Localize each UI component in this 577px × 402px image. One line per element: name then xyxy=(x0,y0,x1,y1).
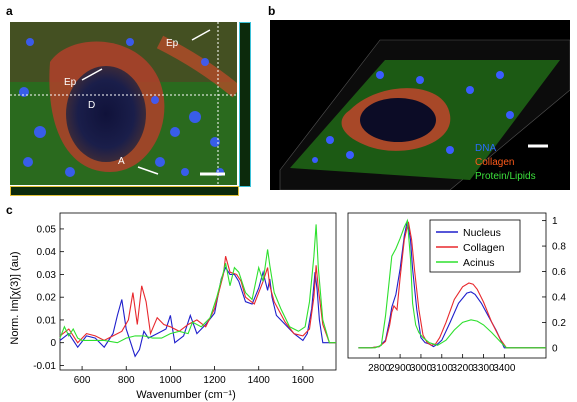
x-tick-label-right-4: 3200 xyxy=(452,363,475,374)
microscopy-image-a: Ep Ep D A xyxy=(10,22,237,185)
y-tick-label-left-4: 0.03 xyxy=(37,270,57,281)
legend-label-collagen: Collagen xyxy=(463,242,505,254)
tissue-illustration-a: Ep Ep D A xyxy=(10,22,237,185)
y-tick-label-right-3: 0.6 xyxy=(552,267,566,278)
plot-frame-left xyxy=(59,212,337,371)
x-tick-label-left-3: 1200 xyxy=(203,375,226,386)
y-tick-label-left-2: 0.01 xyxy=(37,315,57,326)
y-tick-label-left-0: -0.01 xyxy=(33,361,56,372)
legend-box xyxy=(429,219,521,273)
x-tick-label-left-2: 1000 xyxy=(159,375,182,386)
series-line-left-acinus xyxy=(59,224,336,344)
y-tick-label-right-1: 0.2 xyxy=(552,318,566,329)
legend-label-acinus: Acinus xyxy=(463,257,495,269)
x-tick-label-left-0: 600 xyxy=(74,375,91,386)
legend-label-nucleus: Nucleus xyxy=(463,227,501,239)
x-tick-label-right-0: 2800 xyxy=(368,363,391,374)
y-tick-label-left-6: 0.05 xyxy=(37,224,57,235)
y-axis-label: Norm. Im[χ(3)] (au) xyxy=(9,251,21,344)
series-line-right-acinus xyxy=(358,218,546,349)
annotation-ep-2: Ep xyxy=(64,77,77,88)
x-tick-label-left-1: 800 xyxy=(118,375,135,386)
x-tick-label-right-1: 2900 xyxy=(389,363,412,374)
y-tick-label-right-2: 0.4 xyxy=(552,292,566,303)
side-profile-horizontal xyxy=(10,186,239,196)
y-tick-label-left-5: 0.04 xyxy=(37,247,57,258)
legend-b-dna: DNA xyxy=(475,143,497,154)
x-tick-label-right-2: 3000 xyxy=(410,363,433,374)
panel-label-a: a xyxy=(6,4,13,18)
y-tick-label-left-1: 0 xyxy=(50,338,56,349)
y-tick-label-right-0: 0 xyxy=(552,343,558,354)
volume-rendering-b: DNA Collagen Protein/Lipids xyxy=(270,20,570,190)
y-tick-label-right-4: 0.8 xyxy=(552,242,566,253)
x-tick-label-right-5: 3300 xyxy=(472,363,495,374)
plot-frame-right xyxy=(347,212,547,359)
series-line-left-collagen xyxy=(59,256,336,344)
panel-label-b: b xyxy=(268,4,276,18)
y-tick-label-right-5: 1 xyxy=(552,216,558,227)
panel-label-c: c xyxy=(6,203,13,217)
x-tick-label-left-5: 1600 xyxy=(292,375,315,386)
series-line-right-nucleus xyxy=(358,220,546,349)
x-axis-label: Wavenumber (cm⁻¹) xyxy=(136,389,236,401)
series-line-left-nucleus xyxy=(59,266,336,358)
legend-b-collagen: Collagen xyxy=(475,157,515,168)
y-tick-label-left-3: 0.02 xyxy=(37,293,57,304)
legend-b: DNA Collagen Protein/Lipids xyxy=(475,142,536,184)
x-tick-label-left-4: 1400 xyxy=(248,375,271,386)
legend-b-protein-lipids: Protein/Lipids xyxy=(475,171,536,182)
volume-illustration-b xyxy=(279,39,570,190)
x-tick-label-right-6: 3400 xyxy=(493,363,516,374)
annotation-ep-1: Ep xyxy=(166,38,179,49)
series-line-right-collagen xyxy=(358,221,546,349)
x-tick-label-right-3: 3100 xyxy=(431,363,454,374)
annotation-d: D xyxy=(88,100,95,111)
side-profile-vertical xyxy=(239,22,251,187)
chart-fingerprint: 600 800 1000 1200 1400 1600 -0.01 0 0.01 0.02 0.03… xyxy=(33,212,337,386)
annotation-a: A xyxy=(118,156,125,167)
